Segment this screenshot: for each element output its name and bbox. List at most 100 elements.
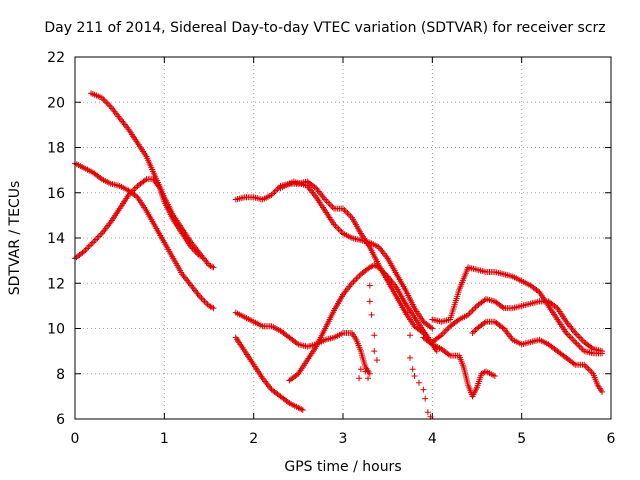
data-point <box>133 184 140 191</box>
series-track-e <box>277 178 436 332</box>
data-point <box>415 379 422 386</box>
data-point <box>326 201 333 208</box>
data-point <box>599 388 606 395</box>
data-point <box>552 304 559 311</box>
data-point <box>404 309 411 316</box>
data-point <box>582 363 589 370</box>
y-tick-label: 6 <box>56 412 65 428</box>
x-axis-label: GPS time / hours <box>284 459 401 475</box>
y-tick-label: 20 <box>47 95 65 111</box>
series-track-k <box>420 334 498 400</box>
data-point <box>368 311 375 318</box>
data-point <box>411 373 418 380</box>
data-point <box>141 177 148 184</box>
series-track-h <box>286 262 440 384</box>
data-point <box>481 297 488 304</box>
data-point <box>427 340 434 347</box>
data-point <box>350 278 357 285</box>
data-point <box>210 305 217 312</box>
data-point <box>198 295 205 302</box>
data-point <box>420 386 427 393</box>
data-point <box>82 247 89 254</box>
data-point <box>357 366 364 373</box>
data-point <box>445 324 452 331</box>
data-point <box>365 375 372 382</box>
data-point <box>584 364 591 371</box>
data-point <box>293 371 300 378</box>
data-point <box>373 357 380 364</box>
data-point <box>587 367 594 374</box>
data-point <box>371 348 378 355</box>
data-point <box>342 208 349 215</box>
data-point <box>576 334 583 341</box>
data-point <box>345 211 352 218</box>
y-tick-label: 16 <box>47 186 65 202</box>
data-point <box>208 263 215 270</box>
series-track-f <box>232 309 373 377</box>
x-tick-label: 1 <box>160 431 169 447</box>
data-point <box>323 198 330 205</box>
data-point <box>579 337 586 344</box>
data-point <box>471 328 478 335</box>
data-point <box>103 99 110 106</box>
data-point <box>353 275 360 282</box>
data-point <box>201 298 208 305</box>
data-point <box>89 239 96 246</box>
data-point <box>133 193 140 200</box>
data-point <box>328 202 335 209</box>
data-point <box>83 245 90 252</box>
x-tick-label: 3 <box>339 431 348 447</box>
data-point <box>106 102 113 109</box>
x-tick-label: 5 <box>517 431 526 447</box>
data-point <box>429 325 436 332</box>
plot-frame <box>74 56 612 420</box>
data-point <box>599 350 606 357</box>
data-point <box>402 287 409 294</box>
data-point <box>573 340 580 347</box>
data-point <box>454 317 461 324</box>
series-track-g <box>232 334 306 413</box>
data-point <box>469 330 476 337</box>
data-point <box>271 188 278 195</box>
data-point <box>491 373 498 380</box>
data-point <box>575 342 582 349</box>
data-point <box>570 337 577 344</box>
data-point <box>424 409 431 416</box>
data-point <box>407 354 413 361</box>
data-point <box>354 274 361 281</box>
data-point <box>325 199 332 206</box>
data-point <box>200 296 207 303</box>
y-tick-label: 22 <box>47 50 65 66</box>
data-point <box>566 333 573 340</box>
data-point <box>299 406 306 413</box>
series-scatter-right <box>402 287 434 420</box>
data-point <box>578 345 585 352</box>
data-point <box>444 326 451 333</box>
x-tick-label: 2 <box>249 431 258 447</box>
data-point <box>436 333 443 340</box>
data-point <box>95 233 102 240</box>
data-point <box>570 360 577 367</box>
data-point <box>567 334 574 341</box>
x-tick-label: 0 <box>71 431 80 447</box>
data-point <box>499 324 506 331</box>
data-point <box>293 340 300 347</box>
data-point <box>366 298 373 305</box>
y-tick-label: 10 <box>47 322 65 338</box>
data-point <box>97 231 104 238</box>
y-tick-label: 12 <box>47 276 65 292</box>
data-point <box>332 222 339 229</box>
data-point <box>104 100 111 107</box>
data-point <box>439 330 446 337</box>
data-point <box>471 305 478 312</box>
data-point <box>344 210 351 217</box>
series-track-j <box>429 264 606 357</box>
data-point <box>85 244 92 251</box>
data-point <box>298 406 305 413</box>
data-point <box>468 308 475 315</box>
data-point <box>91 238 98 245</box>
data-point <box>578 336 585 343</box>
grid-lines <box>75 57 611 419</box>
x-tick-label: 6 <box>607 431 616 447</box>
